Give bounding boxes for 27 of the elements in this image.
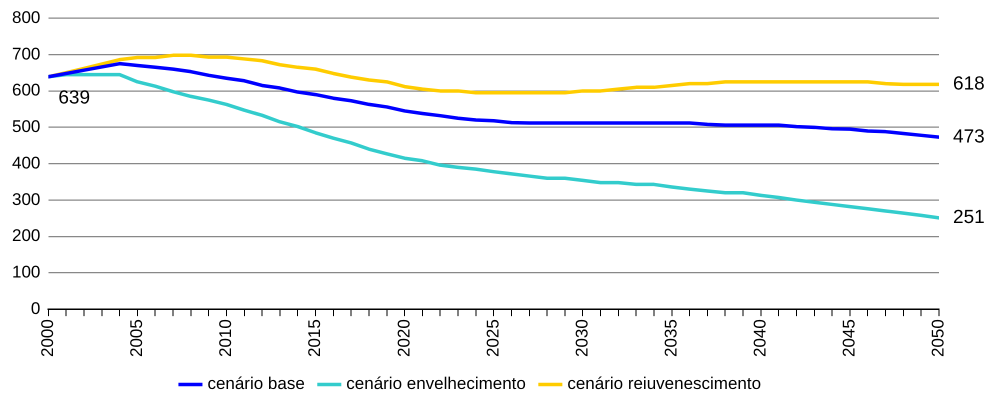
legend-label: cenário reiuvenescimento bbox=[567, 374, 762, 394]
x-tick-label: 2030 bbox=[572, 319, 592, 358]
data-label: 251 bbox=[953, 207, 985, 228]
data-label: 618 bbox=[953, 74, 985, 95]
x-tick-label: 2005 bbox=[127, 319, 146, 358]
legend-label: cenário base bbox=[207, 374, 305, 394]
data-label: 473 bbox=[953, 126, 985, 148]
data-label: 639 bbox=[58, 87, 90, 108]
y-tick-label: 100 bbox=[12, 262, 40, 282]
y-tick-label: 800 bbox=[12, 8, 40, 27]
x-tick-label: 2020 bbox=[394, 319, 414, 358]
y-tick-label: 600 bbox=[12, 80, 40, 100]
x-tick-label: 2040 bbox=[750, 319, 770, 358]
x-tick-label: 2025 bbox=[483, 319, 502, 358]
x-tick-label: 2045 bbox=[840, 319, 859, 358]
legend-label: cenário envelhecimento bbox=[346, 374, 526, 394]
y-tick-label: 400 bbox=[12, 153, 40, 172]
x-tick-label: 2050 bbox=[928, 319, 948, 358]
x-tick-label: 2015 bbox=[305, 319, 324, 358]
x-tick-label: 2035 bbox=[661, 319, 680, 358]
y-tick-label: 700 bbox=[12, 44, 40, 64]
y-tick-label: 200 bbox=[12, 226, 40, 246]
x-tick-label: 2000 bbox=[38, 319, 58, 358]
y-tick-label: 500 bbox=[12, 117, 40, 136]
y-tick-label: 0 bbox=[30, 298, 40, 318]
y-tick-label: 300 bbox=[12, 190, 40, 209]
x-tick-label: 2010 bbox=[216, 319, 236, 358]
